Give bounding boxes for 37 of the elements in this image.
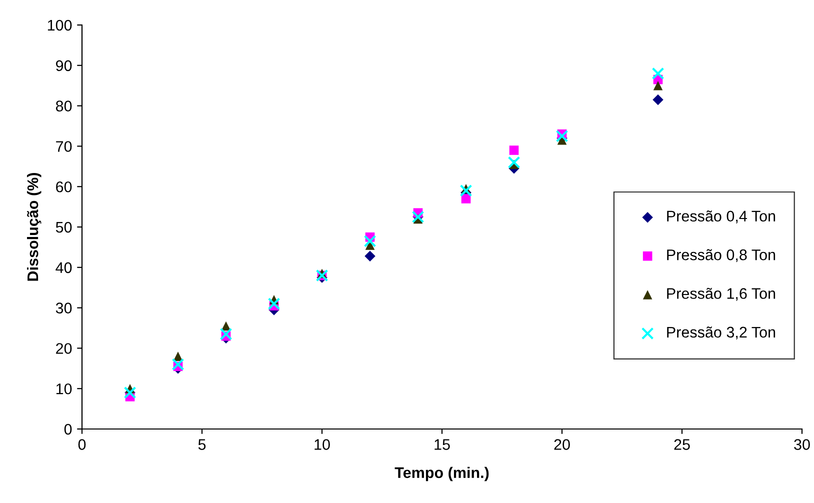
point [460, 184, 472, 197]
point [364, 250, 376, 262]
point [364, 234, 376, 248]
y-tick-label: 80 [56, 100, 72, 112]
y-tick-label: 40 [56, 262, 72, 274]
legend-label: Pressão 0,4 Ton [667, 210, 776, 224]
legend-label: Pressão 0,8 Ton [667, 249, 776, 262]
y-tick-label: 10 [56, 383, 72, 394]
point [268, 298, 280, 310]
y-axis-title: Dissolução (%) [26, 173, 42, 281]
y-tick-label: 100 [48, 20, 72, 31]
x-tick-label: 0 [78, 439, 86, 450]
point [509, 146, 519, 155]
point [556, 130, 568, 142]
x-tick-label: 5 [198, 439, 206, 450]
y-tick-label: 90 [56, 60, 72, 72]
point [653, 80, 663, 90]
y-tick-label: 50 [56, 222, 72, 233]
point [652, 94, 664, 106]
y-tick-label: 30 [56, 302, 72, 314]
legend-label: Pressão 3,2 Ton [667, 326, 776, 340]
point [220, 328, 232, 340]
y-tick-label: 70 [56, 141, 72, 152]
x-tick-label: 15 [434, 439, 450, 450]
x-tick-label: 10 [314, 439, 330, 450]
y-tick-label: 20 [56, 343, 72, 354]
point [508, 156, 520, 169]
x-axis-title: Tempo (min.) [394, 466, 489, 482]
y-tick-label: 0 [64, 424, 72, 435]
point [652, 67, 664, 80]
x-tick-label: 20 [554, 439, 570, 450]
x-tick-label: 30 [794, 439, 810, 450]
y-tick-label: 60 [56, 181, 72, 192]
point [461, 194, 471, 204]
x-tick-label: 25 [674, 439, 690, 450]
legend-label: Pressão 1,6 Ton [667, 288, 776, 301]
point [172, 358, 184, 371]
